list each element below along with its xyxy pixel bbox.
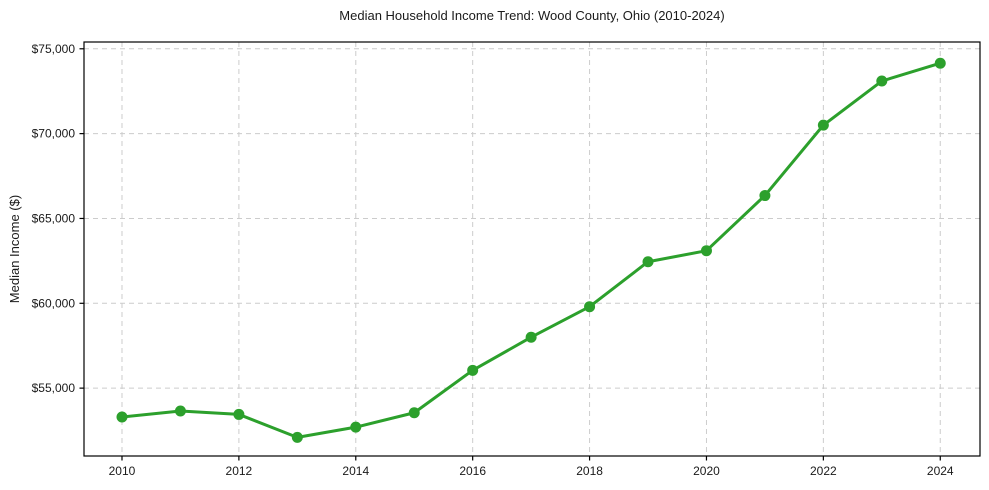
data-point-marker (467, 364, 479, 376)
x-tick-label: 2020 (693, 464, 720, 478)
y-tick-label: $70,000 (32, 127, 76, 141)
data-point-marker (291, 431, 303, 443)
data-point-marker (817, 119, 829, 131)
y-tick-label: $60,000 (32, 296, 76, 310)
y-tick-label: $55,000 (32, 381, 76, 395)
x-tick-label: 2018 (576, 464, 603, 478)
data-point-marker (174, 405, 186, 417)
chart-title: Median Household Income Trend: Wood Coun… (339, 8, 725, 23)
data-point-marker (525, 331, 537, 343)
y-tick-label: $75,000 (32, 42, 76, 56)
plot-border (83, 41, 981, 457)
data-point-marker (876, 75, 888, 87)
data-point-marker (350, 421, 362, 433)
data-point-marker (584, 301, 596, 313)
data-point-marker (116, 411, 128, 423)
data-point-marker (642, 256, 654, 268)
x-tick-label: 2022 (810, 464, 837, 478)
data-point-marker (759, 190, 771, 202)
data-point-marker (700, 245, 712, 257)
x-tick-label: 2016 (459, 464, 486, 478)
x-tick-label: 2014 (342, 464, 369, 478)
x-tick-label: 2010 (109, 464, 136, 478)
data-point-marker (408, 407, 420, 419)
x-tick-label: 2024 (927, 464, 954, 478)
y-tick-label: $65,000 (32, 211, 76, 225)
x-tick-label: 2012 (226, 464, 253, 478)
data-line (120, 61, 942, 439)
data-point-marker (934, 57, 946, 69)
y-axis-label: Median Income ($) (7, 194, 22, 304)
data-point-marker (233, 408, 245, 420)
